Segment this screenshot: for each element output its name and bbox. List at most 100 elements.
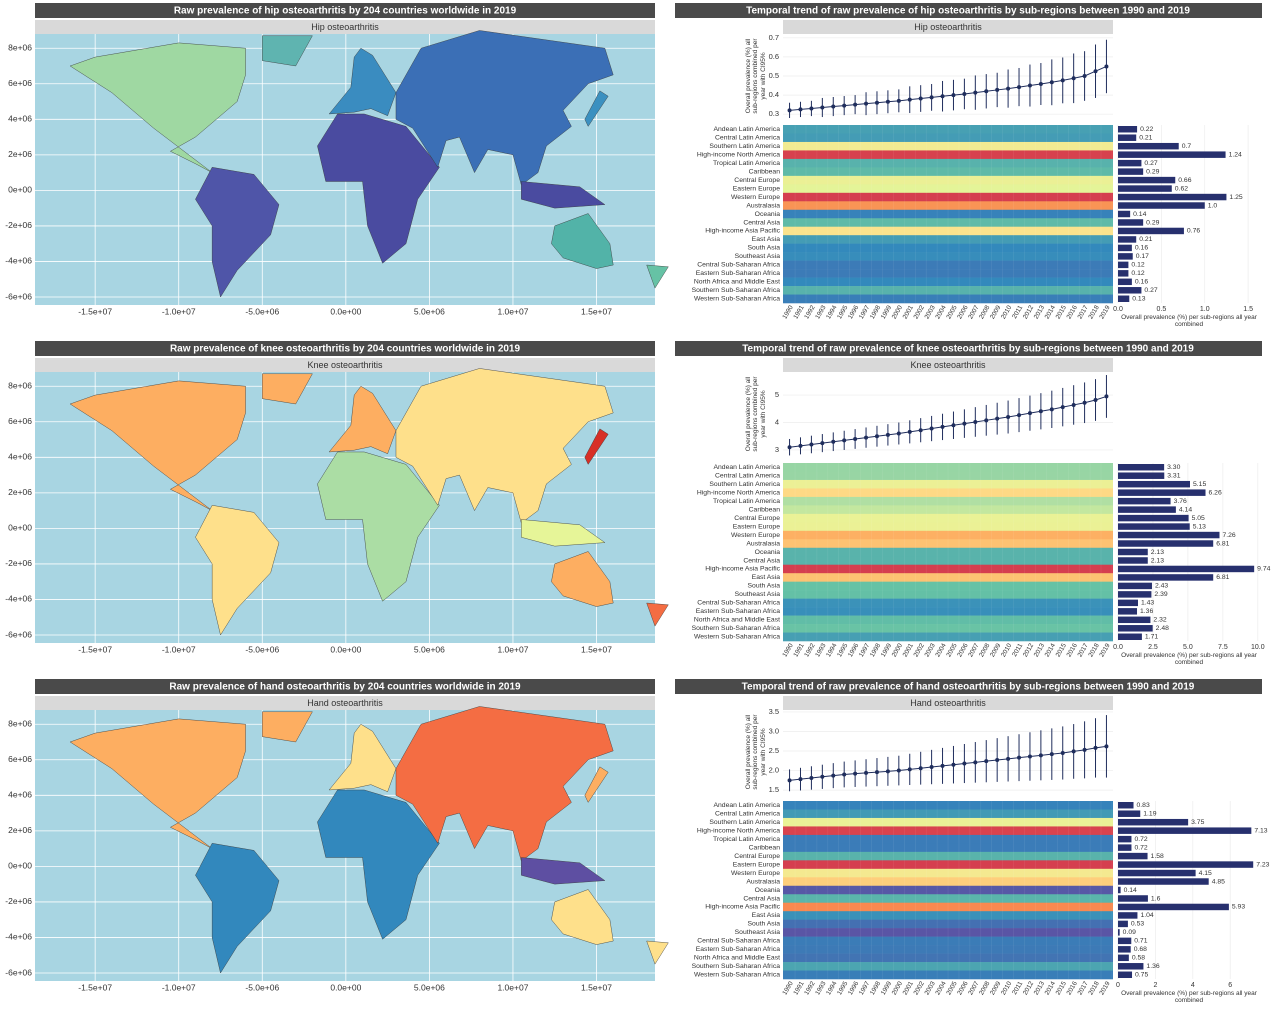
bar-value-label: 0.72 <box>1134 836 1147 843</box>
landmass <box>69 42 246 173</box>
bar-value-label: 0.53 <box>1131 921 1144 928</box>
region-label: Caribbean <box>749 844 781 851</box>
bar-value-label: 7.26 <box>1222 532 1235 539</box>
region-label: North Africa and Middle East <box>694 279 780 286</box>
y-axis-label: Overall prevalence (%) all sub-regions c… <box>745 376 767 452</box>
bar-value-label: 0.27 <box>1144 160 1157 167</box>
bar <box>1118 574 1214 581</box>
x-tick-label: -1.5e+07 <box>78 644 112 654</box>
bar <box>1118 878 1209 885</box>
x-tick-label: 1.5 <box>1243 306 1253 313</box>
bar <box>1118 599 1138 607</box>
landmass <box>551 551 614 607</box>
chart-title: Raw prevalence of hand osteoarthritis by… <box>169 682 521 693</box>
heatmap-row <box>783 547 1113 557</box>
bar-value-label: 0.29 <box>1146 219 1159 226</box>
landmass <box>646 940 669 965</box>
bar-value-label: 0.27 <box>1144 287 1157 294</box>
bar-value-label: 3.30 <box>1167 464 1180 471</box>
x-tick-label: 2019 <box>1098 980 1111 996</box>
panel-label: Knee osteoarthritis <box>910 360 986 370</box>
x-tick-label: 0.0e+00 <box>330 306 361 316</box>
region-label: Central Asia <box>743 557 780 564</box>
region-label: East Asia <box>752 912 781 919</box>
panel-label: Knee osteoarthritis <box>307 360 383 370</box>
bar <box>1118 591 1152 598</box>
bar-value-label: 0.72 <box>1134 844 1147 851</box>
bar-value-label: 2.48 <box>1156 625 1169 632</box>
x-axis-label: Overall prevalence (%) per sub-regions a… <box>1121 652 1257 667</box>
point <box>853 771 858 776</box>
region-label: Southern Sub-Saharan Africa <box>692 625 781 632</box>
bar <box>1118 514 1189 522</box>
point <box>1006 415 1011 420</box>
x-tick-label: 1.5e+07 <box>581 306 612 316</box>
landmass <box>551 213 614 269</box>
bar <box>1118 903 1229 911</box>
bar-value-label: 1.25 <box>1229 194 1242 201</box>
point <box>1017 85 1022 90</box>
point <box>940 94 945 99</box>
point <box>798 777 803 782</box>
x-tick-label: 1.5e+07 <box>581 644 612 654</box>
region-label: High-income North America <box>697 489 780 496</box>
point <box>874 770 879 775</box>
bar <box>1118 946 1131 953</box>
region-label: High-income North America <box>697 827 780 834</box>
bar-value-label: 0.16 <box>1135 245 1148 252</box>
heatmap-row <box>783 522 1113 532</box>
point <box>907 97 912 102</box>
point <box>951 93 956 98</box>
bar <box>1118 261 1129 269</box>
point <box>896 768 901 773</box>
point <box>973 760 978 765</box>
landmass <box>584 428 609 465</box>
region-label: Central Latin America <box>715 135 780 142</box>
bar-value-label: 3.75 <box>1191 819 1204 826</box>
landmass <box>584 90 609 127</box>
point <box>1038 409 1043 414</box>
heatmap-row <box>783 252 1113 261</box>
point <box>820 105 825 110</box>
x-axis-label: Overall prevalence (%) per sub-regions a… <box>1121 990 1257 1005</box>
region-label: Western Europe <box>731 194 780 201</box>
region-label: Western Europe <box>731 870 780 877</box>
x-axis-label-box: Overall prevalence (%) per sub-regions a… <box>1121 990 1257 1005</box>
point <box>809 106 814 111</box>
y-tick-label: -2e+06 <box>5 558 32 568</box>
region-label: Australasia <box>746 540 780 547</box>
heatmap-row <box>783 218 1113 228</box>
chart-title: Temporal trend of raw prevalence of knee… <box>742 344 1194 355</box>
point <box>1060 750 1065 755</box>
landmass <box>195 843 280 974</box>
region-label: South Asia <box>748 921 781 928</box>
panel-label: Hip osteoarthritis <box>311 22 379 32</box>
bar-value-label: 0.12 <box>1131 270 1144 277</box>
strip <box>783 696 1113 710</box>
bar-value-label: 6.26 <box>1209 489 1222 496</box>
x-tick-label: -1.5e+07 <box>78 306 112 316</box>
landmass <box>646 602 669 627</box>
region-label: Caribbean <box>749 506 781 513</box>
bar-value-label: 0.66 <box>1178 177 1191 184</box>
bar-value-label: 0.68 <box>1134 946 1147 953</box>
heatmap-row <box>783 471 1113 481</box>
heatmap-row <box>783 184 1113 194</box>
point <box>1038 82 1043 87</box>
y-tick-label: 2e+06 <box>8 487 32 497</box>
trend-line <box>789 745 1107 781</box>
heatmap-row <box>783 260 1113 270</box>
region-label: Australasia <box>746 202 780 209</box>
bar-value-label: 0.7 <box>1182 143 1192 150</box>
bar <box>1118 287 1142 294</box>
point <box>962 421 967 426</box>
point <box>951 762 956 767</box>
x-tick-label: 1.0e+07 <box>497 982 528 992</box>
bar <box>1118 295 1130 302</box>
bar <box>1118 142 1179 150</box>
bar-value-label: 0.21 <box>1139 236 1152 243</box>
landmass <box>521 181 606 209</box>
point <box>1093 69 1098 74</box>
region-label: Southeast Asia <box>735 929 781 936</box>
heatmap-row <box>783 167 1113 177</box>
